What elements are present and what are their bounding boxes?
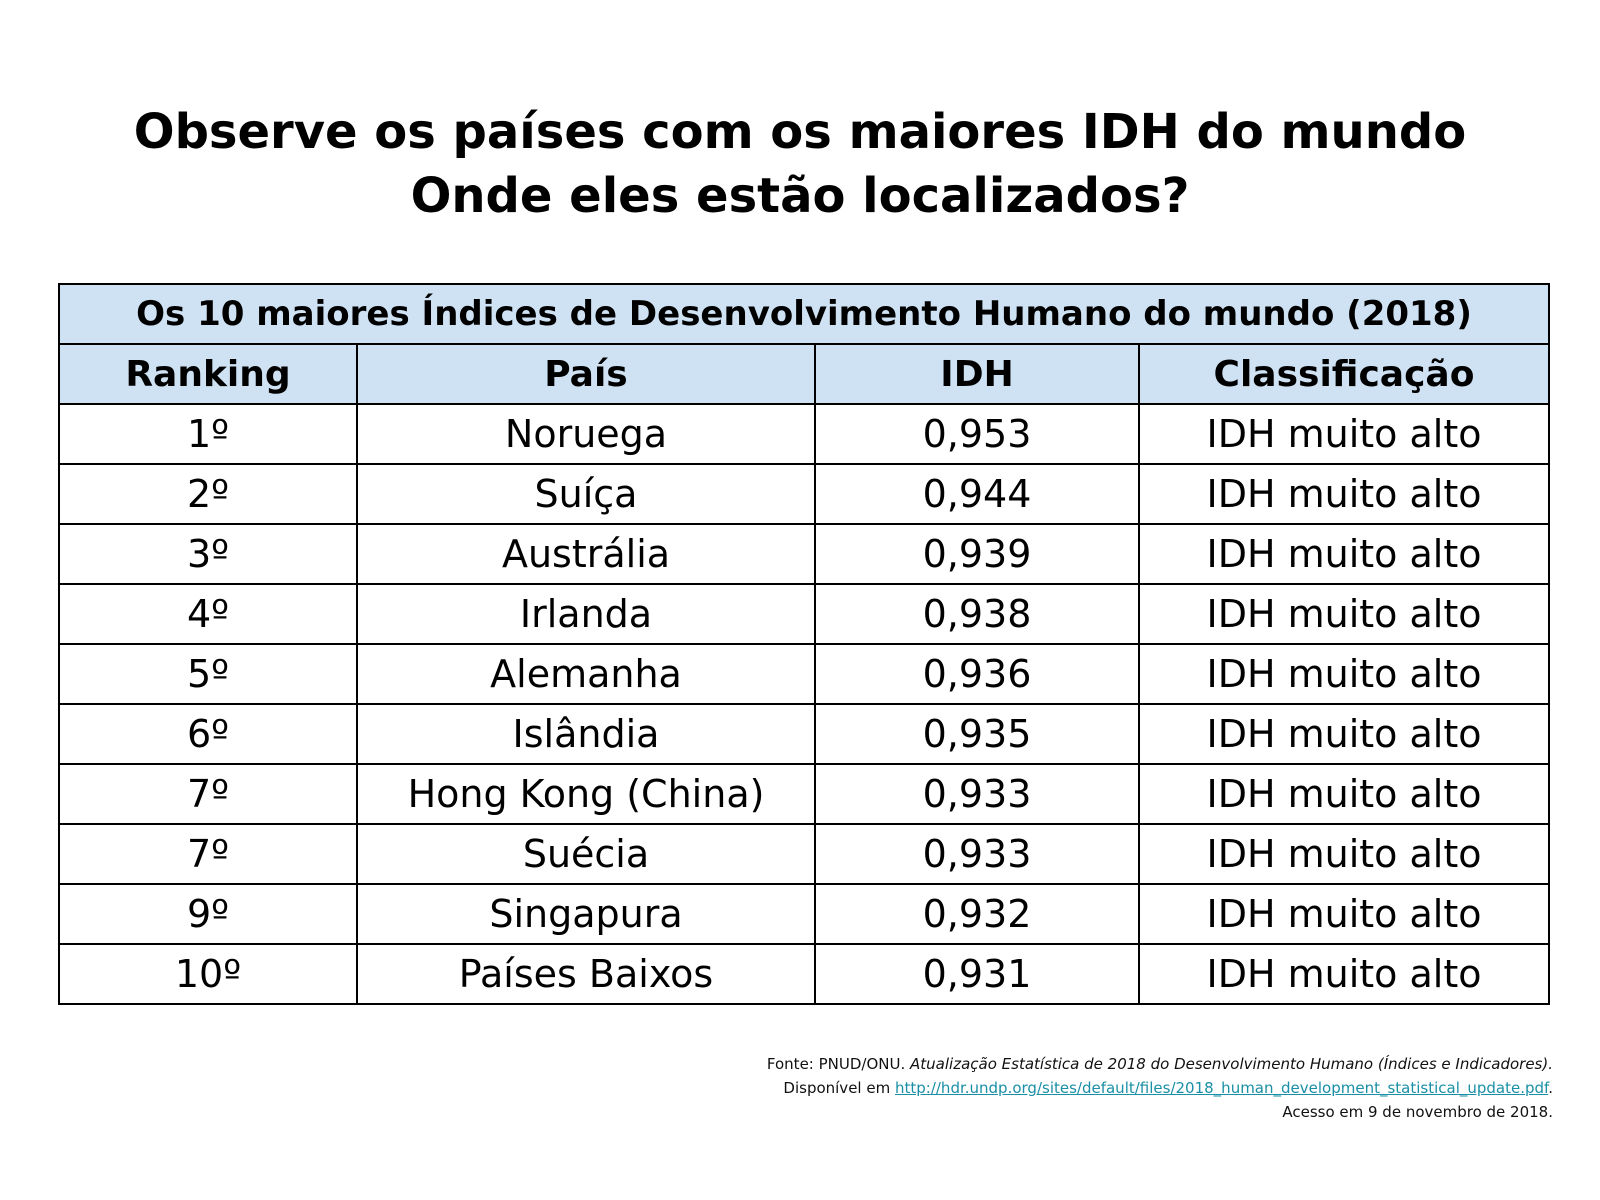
cell-country: Hong Kong (China)	[356, 763, 816, 825]
table-row: 3º Austrália 0,939 IDH muito alto	[58, 523, 1550, 585]
column-header-ranking: Ranking	[58, 343, 358, 405]
source-note: Fonte: PNUD/ONU. Atualização Estatística…	[353, 1052, 1553, 1124]
table-row: 9º Singapura 0,932 IDH muito alto	[58, 883, 1550, 945]
table-body: 1º Noruega 0,953 IDH muito alto 2º Suíça…	[58, 403, 1550, 1005]
table-row: 2º Suíça 0,944 IDH muito alto	[58, 463, 1550, 525]
table-row: 5º Alemanha 0,936 IDH muito alto	[58, 643, 1550, 705]
page-heading: Observe os países com os maiores IDH do …	[0, 100, 1600, 228]
table-row: 6º Islândia 0,935 IDH muito alto	[58, 703, 1550, 765]
cell-ranking: 10º	[58, 943, 358, 1005]
source-available-prefix: Disponível em	[783, 1079, 891, 1097]
cell-idh: 0,939	[814, 523, 1140, 585]
cell-classification: IDH muito alto	[1138, 583, 1550, 645]
cell-classification: IDH muito alto	[1138, 403, 1550, 465]
table-caption: Os 10 maiores Índices de Desenvolvimento…	[58, 283, 1550, 345]
cell-ranking: 7º	[58, 823, 358, 885]
cell-ranking: 1º	[58, 403, 358, 465]
source-title: Atualização Estatística de 2018 do Desen…	[910, 1055, 1553, 1073]
cell-classification: IDH muito alto	[1138, 643, 1550, 705]
cell-idh: 0,944	[814, 463, 1140, 525]
cell-country: Países Baixos	[356, 943, 816, 1005]
cell-classification: IDH muito alto	[1138, 883, 1550, 945]
column-header-idh: IDH	[814, 343, 1140, 405]
cell-idh: 0,931	[814, 943, 1140, 1005]
idh-table: Os 10 maiores Índices de Desenvolvimento…	[58, 283, 1550, 1005]
table-row: 1º Noruega 0,953 IDH muito alto	[58, 403, 1550, 465]
column-header-classification: Classificação	[1138, 343, 1550, 405]
cell-country: Suíça	[356, 463, 816, 525]
cell-ranking: 3º	[58, 523, 358, 585]
table-header-row: Ranking País IDH Classificação	[58, 343, 1550, 405]
cell-idh: 0,932	[814, 883, 1140, 945]
source-line-3: Acesso em 9 de novembro de 2018.	[353, 1100, 1553, 1124]
cell-classification: IDH muito alto	[1138, 703, 1550, 765]
column-header-country: País	[356, 343, 816, 405]
table-row: 4º Irlanda 0,938 IDH muito alto	[58, 583, 1550, 645]
cell-country: Islândia	[356, 703, 816, 765]
source-line-1: Fonte: PNUD/ONU. Atualização Estatística…	[353, 1052, 1553, 1076]
cell-idh: 0,935	[814, 703, 1140, 765]
heading-line-1: Observe os países com os maiores IDH do …	[133, 104, 1467, 160]
table-row: 7º Suécia 0,933 IDH muito alto	[58, 823, 1550, 885]
cell-country: Suécia	[356, 823, 816, 885]
cell-ranking: 6º	[58, 703, 358, 765]
source-line-2: Disponível em http://hdr.undp.org/sites/…	[353, 1076, 1553, 1100]
cell-ranking: 5º	[58, 643, 358, 705]
source-access: Acesso em 9 de novembro de 2018.	[1282, 1103, 1553, 1121]
cell-classification: IDH muito alto	[1138, 943, 1550, 1005]
cell-idh: 0,933	[814, 763, 1140, 825]
source-link[interactable]: http://hdr.undp.org/sites/default/files/…	[894, 1079, 1549, 1097]
cell-idh: 0,938	[814, 583, 1140, 645]
cell-country: Singapura	[356, 883, 816, 945]
table-row: 10º Países Baixos 0,931 IDH muito alto	[58, 943, 1550, 1005]
cell-ranking: 4º	[58, 583, 358, 645]
cell-classification: IDH muito alto	[1138, 823, 1550, 885]
cell-classification: IDH muito alto	[1138, 463, 1550, 525]
cell-country: Irlanda	[356, 583, 816, 645]
cell-ranking: 9º	[58, 883, 358, 945]
source-prefix: Fonte: PNUD/ONU.	[766, 1055, 906, 1073]
cell-classification: IDH muito alto	[1138, 523, 1550, 585]
source-available-suffix: .	[1548, 1079, 1553, 1097]
cell-idh: 0,953	[814, 403, 1140, 465]
cell-country: Austrália	[356, 523, 816, 585]
cell-ranking: 2º	[58, 463, 358, 525]
cell-country: Noruega	[356, 403, 816, 465]
heading-line-2: Onde eles estão localizados?	[410, 168, 1190, 224]
cell-classification: IDH muito alto	[1138, 763, 1550, 825]
cell-idh: 0,933	[814, 823, 1140, 885]
cell-ranking: 7º	[58, 763, 358, 825]
cell-idh: 0,936	[814, 643, 1140, 705]
table-caption-row: Os 10 maiores Índices de Desenvolvimento…	[58, 283, 1550, 345]
cell-country: Alemanha	[356, 643, 816, 705]
table-row: 7º Hong Kong (China) 0,933 IDH muito alt…	[58, 763, 1550, 825]
